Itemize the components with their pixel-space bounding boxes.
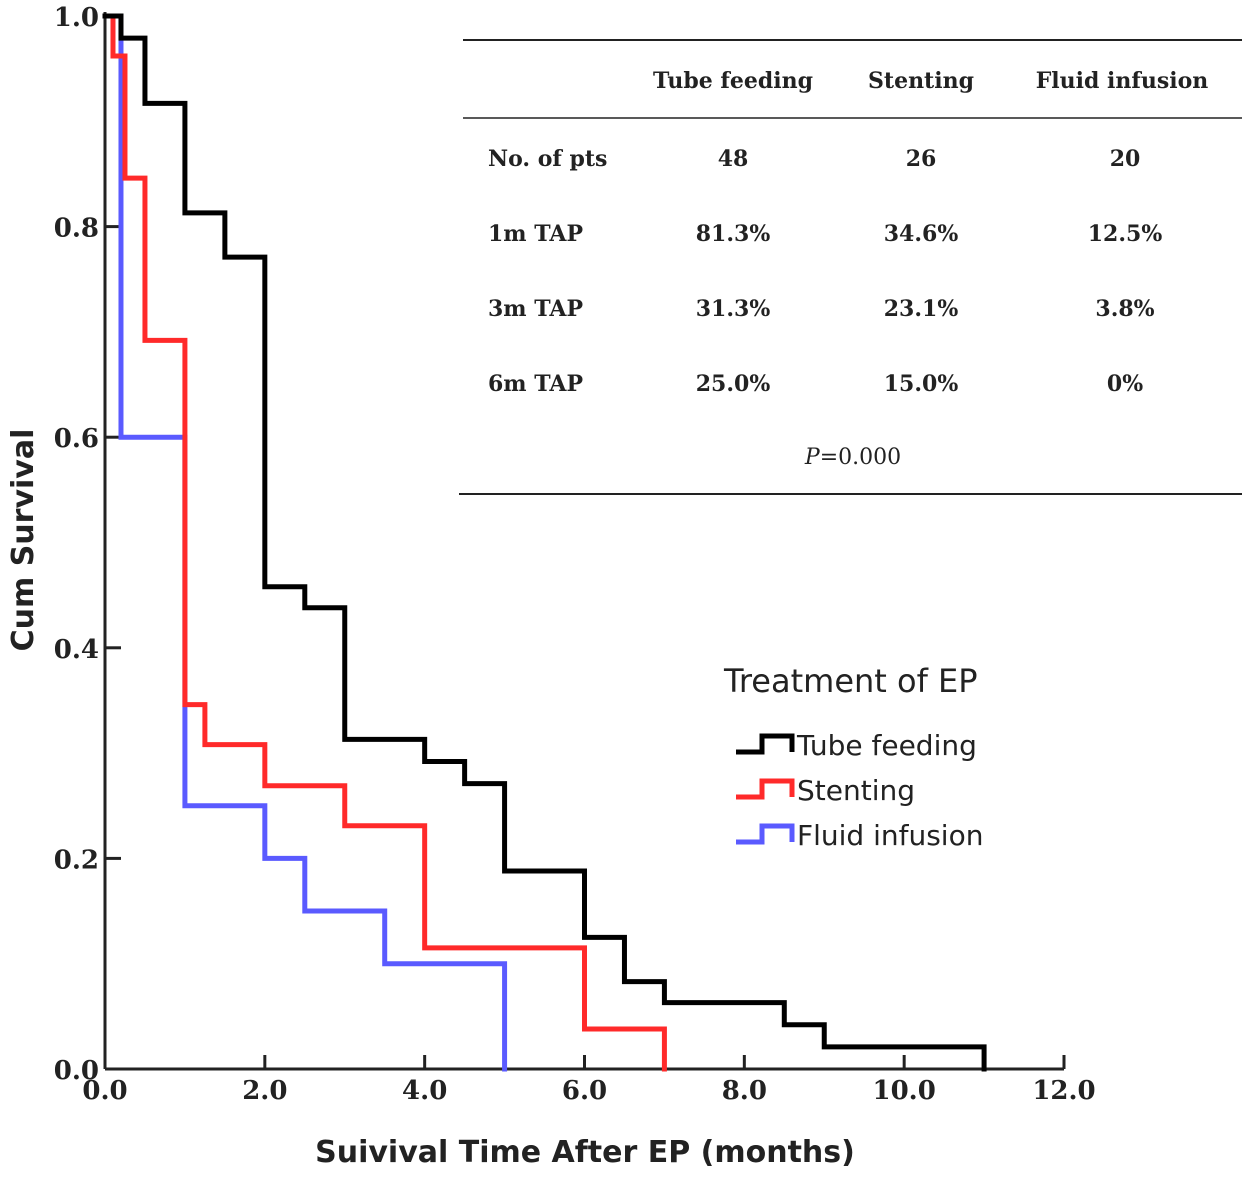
plot-area: 0.0 2.0 4.0 6.0 8.0 10.0 12.0 0.0 0.2 0.4 0.6 0.8 1.…: [54, 3, 1096, 1106]
legend-swatch-fluid-infusion: [736, 823, 795, 845]
table-cell: 23.1%: [884, 296, 959, 322]
legend-entry-tube-feeding: Tube feeding: [736, 729, 977, 762]
x-tick-label: 4.0: [402, 1076, 447, 1106]
legend-swatch-stenting: [736, 778, 795, 800]
x-tick-label: 6.0: [562, 1076, 607, 1106]
legend-label-tube-feeding: Tube feeding: [796, 729, 977, 762]
table-row: 1m TAP 81.3% 34.6% 12.5%: [488, 221, 1162, 247]
y-axis-title: Cum Survival: [6, 429, 41, 652]
table-row: 3m TAP 31.3% 23.1% 3.8%: [488, 296, 1155, 322]
table-row: No. of pts 48 26 20: [488, 146, 1140, 172]
p-value-number: =0.000: [820, 445, 901, 470]
table-cell: 81.3%: [696, 221, 771, 247]
legend-title: Treatment of EP: [723, 662, 978, 700]
table-cell: 20: [1110, 146, 1141, 172]
table-row-label: No. of pts: [488, 146, 607, 172]
legend-label-fluid-infusion: Fluid infusion: [797, 819, 983, 852]
table-row: 6m TAP 25.0% 15.0% 0%: [488, 371, 1143, 397]
y-tick-label: 0.0: [54, 1056, 99, 1086]
x-axis-title: Suivival Time After EP (months): [315, 1135, 855, 1170]
legend-swatch-tube-feeding: [736, 733, 795, 755]
x-tick-label: 8.0: [722, 1076, 767, 1106]
table-header-stenting: Stenting: [868, 68, 974, 94]
table-cell: 34.6%: [884, 221, 959, 247]
table-cell: 12.5%: [1088, 221, 1163, 247]
legend-entry-fluid-infusion: Fluid infusion: [736, 819, 983, 852]
table-cell: 0%: [1107, 371, 1143, 397]
legend-entry-stenting: Stenting: [736, 774, 915, 807]
table-header-fluid-infusion: Fluid infusion: [1036, 68, 1209, 94]
series-line-fluid-infusion: [102, 13, 508, 1072]
table-row-label: 1m TAP: [488, 221, 583, 247]
table-cell: 48: [718, 146, 749, 172]
x-tick-label: 0.0: [82, 1076, 127, 1106]
summary-table: Tube feeding Stenting Fluid infusion No.…: [459, 39, 1242, 495]
y-tick-label: 0.6: [54, 424, 99, 454]
table-header-tube-feeding: Tube feeding: [653, 68, 813, 94]
table-cell: 31.3%: [696, 296, 771, 322]
y-tick-label: 0.8: [54, 214, 99, 244]
y-tick-label: 0.4: [54, 635, 99, 665]
series-line-tube-feeding: [102, 13, 987, 1072]
x-tick-label: 12.0: [1032, 1076, 1095, 1106]
y-tick-label: 0.2: [54, 845, 99, 875]
x-tick-label: 10.0: [873, 1076, 936, 1106]
table-row-label: 3m TAP: [488, 296, 583, 322]
table-cell: 26: [906, 146, 937, 172]
p-value-label: P: [804, 445, 821, 470]
x-tick-label: 2.0: [242, 1076, 287, 1106]
table-cell: 15.0%: [884, 371, 959, 397]
legend: Treatment of EP Tube feeding Stenting Fl…: [723, 662, 983, 852]
p-value: P=0.000: [804, 445, 901, 470]
table-row-label: 6m TAP: [488, 371, 583, 397]
table-cell: 3.8%: [1095, 296, 1154, 322]
legend-label-stenting: Stenting: [797, 774, 915, 807]
y-tick-label: 1.0: [54, 3, 99, 33]
series-line-stenting: [102, 13, 667, 1072]
table-cell: 25.0%: [696, 371, 771, 397]
